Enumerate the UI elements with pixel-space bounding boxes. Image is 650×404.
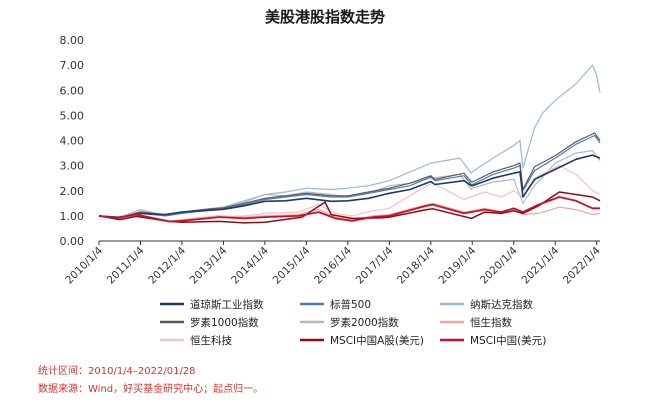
legend-label-sp500: 标普500 [330, 298, 371, 311]
y-tick-label: 6.00 [60, 84, 85, 97]
legend-label-hstech: 恒生科技 [190, 334, 232, 347]
x-tick-label: 2010/1/4 [63, 244, 105, 286]
legend-label-dow: 道琼斯工业指数 [190, 298, 264, 311]
legend-label-russell2000: 罗素2000指数 [330, 316, 399, 329]
source-note: 数据来源：Wind，好买基金研究中心；起点归一。 [38, 384, 264, 395]
y-tick-label: 2.00 [60, 185, 85, 198]
y-tick-label: 1.00 [60, 210, 85, 223]
x-tick-label: 2018/1/4 [395, 244, 437, 286]
x-tick-label: 2019/1/4 [437, 244, 479, 286]
y-tick-label: 4.00 [60, 135, 85, 148]
x-tick-label: 2020/1/4 [478, 244, 520, 286]
x-tick-label: 2014/1/4 [229, 244, 271, 286]
legend-label-russell1000: 罗素1000指数 [190, 316, 259, 329]
x-tick-label: 2016/1/4 [312, 244, 354, 286]
y-tick-label: 0.00 [60, 235, 85, 248]
x-tick-label: 2017/1/4 [354, 244, 396, 286]
y-tick-label: 3.00 [60, 160, 85, 173]
x-tick-label: 2011/1/4 [105, 244, 147, 286]
series-line-sp500 [98, 134, 601, 219]
y-tick-label: 8.00 [60, 34, 85, 47]
legend-label-msci_a: MSCI中国A股(美元) [330, 334, 424, 347]
chart-title: 美股港股指数走势 [264, 8, 385, 26]
y-tick-label: 5.00 [60, 109, 85, 122]
x-tick-label: 2015/1/4 [271, 244, 313, 286]
x-tick-label: 2012/1/4 [146, 244, 188, 286]
y-tick-label: 7.00 [60, 59, 85, 72]
series-line-dow [98, 154, 601, 219]
series-line-msci_a [98, 191, 601, 224]
x-tick-label: 2013/1/4 [188, 244, 230, 286]
legend-label-msci_china: MSCI中国(美元) [470, 334, 546, 347]
x-tick-label: 2022/1/4 [561, 244, 603, 286]
period-note: 统计区间：2010/1/4–2022/01/28 [38, 366, 196, 377]
series-line-hsi [98, 202, 601, 222]
legend-label-hsi: 恒生指数 [470, 316, 512, 329]
legend-label-nasdaq: 纳斯达克指数 [470, 298, 533, 311]
x-tick-label: 2021/1/4 [519, 244, 561, 286]
series-line-russell1000 [98, 132, 601, 219]
series-line-msci_china [98, 196, 600, 223]
